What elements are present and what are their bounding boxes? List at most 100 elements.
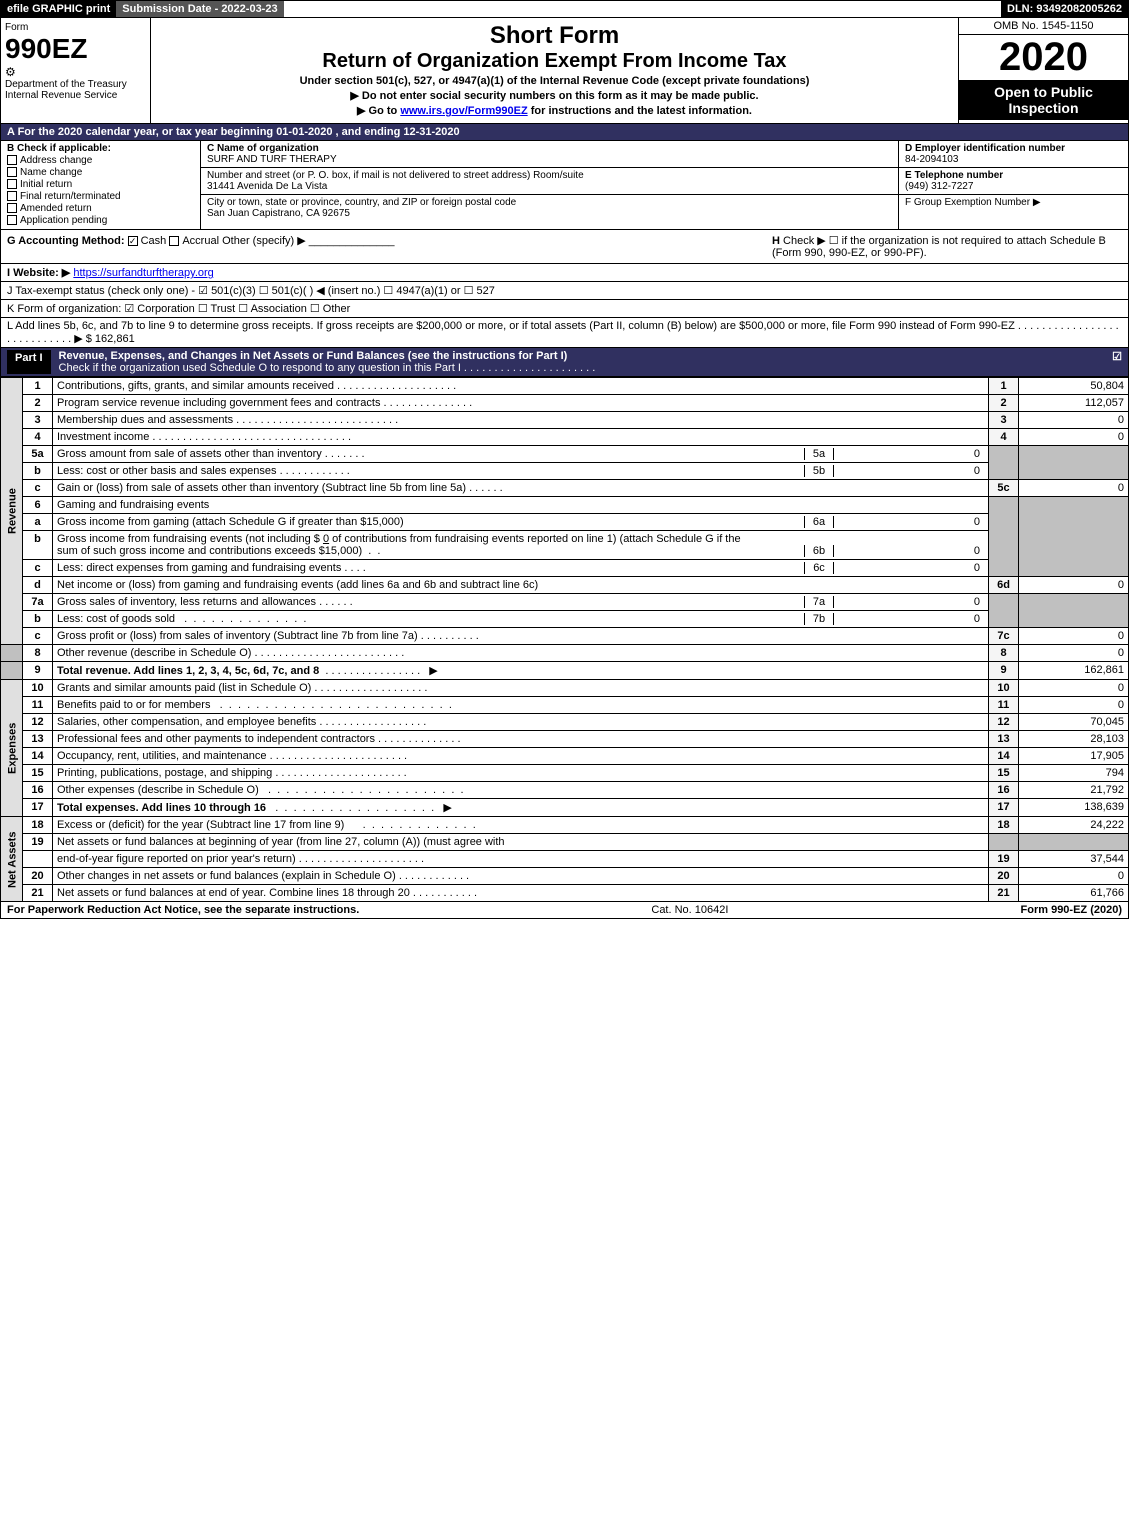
cb-amended[interactable]: Amended return <box>7 203 194 214</box>
cb-name-change[interactable]: Name change <box>7 167 194 178</box>
header-sub3: ▶ Go to www.irs.gov/Form990EZ for instru… <box>171 104 938 117</box>
amt-8: 0 <box>1019 645 1129 662</box>
desc-7b: Less: cost of goods sold . . . . . . . .… <box>53 611 989 628</box>
sub3-pre: ▶ Go to <box>357 105 400 117</box>
cb-initial-return[interactable]: Initial return <box>7 179 194 190</box>
desc-8: Other revenue (describe in Schedule O) .… <box>53 645 989 662</box>
col-b-header: B Check if applicable: <box>7 143 194 154</box>
part1-title: Revenue, Expenses, and Changes in Net As… <box>59 350 568 362</box>
header-right: OMB No. 1545-1150 2020 Open to Public In… <box>958 18 1128 123</box>
side-revenue: Revenue <box>1 378 23 645</box>
amt-2: 112,057 <box>1019 395 1129 412</box>
cb-address-change[interactable]: Address change <box>7 155 194 166</box>
col-b: B Check if applicable: Address change Na… <box>1 141 201 229</box>
row-k: K Form of organization: ☑ Corporation ☐ … <box>0 300 1129 318</box>
dept-label: Department of the Treasury <box>5 79 146 90</box>
part1-check: ☑ <box>1112 350 1122 374</box>
cb-final-return[interactable]: Final return/terminated <box>7 191 194 202</box>
desc-5b: Less: cost or other basis and sales expe… <box>53 463 989 480</box>
header-sub1: Under section 501(c), 527, or 4947(a)(1)… <box>171 75 938 87</box>
desc-5a: Gross amount from sale of assets other t… <box>53 446 989 463</box>
org-name: SURF AND TURF THERAPY <box>207 154 892 165</box>
ein: 84-2094103 <box>905 154 1122 165</box>
row-i: I Website: ▶ https://surfandturftherapy.… <box>0 264 1129 282</box>
col-def: D Employer identification number 84-2094… <box>898 141 1128 229</box>
website-link[interactable]: https://surfandturftherapy.org <box>73 267 213 279</box>
top-bar: efile GRAPHIC print Submission Date - 20… <box>0 0 1129 18</box>
org-city: San Juan Capistrano, CA 92675 <box>207 208 892 219</box>
desc-1: Contributions, gifts, grants, and simila… <box>53 378 989 395</box>
desc-4: Investment income . . . . . . . . . . . … <box>53 429 989 446</box>
ln-1: 1 <box>23 378 53 395</box>
desc-6a: Gross income from gaming (attach Schedul… <box>53 514 989 531</box>
desc-3: Membership dues and assessments . . . . … <box>53 412 989 429</box>
amt-18: 24,222 <box>1019 817 1129 834</box>
tax-year: 2020 <box>959 35 1128 80</box>
desc-5c: Gain or (loss) from sale of assets other… <box>53 480 989 497</box>
footer-left: For Paperwork Reduction Act Notice, see … <box>7 904 359 916</box>
f-label: F Group Exemption Number ▶ <box>905 197 1122 208</box>
c-city-label: City or town, state or province, country… <box>207 197 892 208</box>
desc-21: Net assets or fund balances at end of ye… <box>53 885 989 902</box>
part1-table: Revenue 1 Contributions, gifts, grants, … <box>0 377 1129 902</box>
irs-label: Internal Revenue Service <box>5 90 146 101</box>
dln-label: DLN: 93492082005262 <box>1001 1 1128 17</box>
desc-2: Program service revenue including govern… <box>53 395 989 412</box>
efile-label[interactable]: efile GRAPHIC print <box>1 1 116 17</box>
desc-19b: end-of-year figure reported on prior yea… <box>53 851 989 868</box>
org-street: 31441 Avenida De La Vista <box>207 181 892 192</box>
c-name-label: C Name of organization <box>207 143 892 154</box>
form-number: 990EZ <box>5 33 146 65</box>
header-left: Form 990EZ ⚙ Department of the Treasury … <box>1 18 151 123</box>
irs-link[interactable]: www.irs.gov/Form990EZ <box>400 105 527 117</box>
form-header: Form 990EZ ⚙ Department of the Treasury … <box>0 18 1129 124</box>
amt-15: 794 <box>1019 765 1129 782</box>
open-public: Open to Public Inspection <box>959 80 1128 120</box>
omb-number: OMB No. 1545-1150 <box>959 18 1128 35</box>
cb-pending[interactable]: Application pending <box>7 215 194 226</box>
form-label: Form <box>5 22 146 33</box>
phone: (949) 312-7227 <box>905 181 1122 192</box>
desc-17: Total expenses. Add lines 10 through 16 … <box>53 799 989 817</box>
desc-6b: Gross income from fundraising events (no… <box>53 531 989 560</box>
desc-6: Gaming and fundraising events <box>53 497 989 514</box>
row-l: L Add lines 5b, 6c, and 7b to line 9 to … <box>0 318 1129 348</box>
header-mid: Short Form Return of Organization Exempt… <box>151 18 958 123</box>
desc-7c: Gross profit or (loss) from sales of inv… <box>53 628 989 645</box>
desc-9: Total revenue. Add lines 1, 2, 3, 4, 5c,… <box>53 662 989 680</box>
desc-19a: Net assets or fund balances at beginning… <box>53 834 989 851</box>
box-1: 1 <box>989 378 1019 395</box>
amt-16: 21,792 <box>1019 782 1129 799</box>
desc-20: Other changes in net assets or fund bala… <box>53 868 989 885</box>
cb-accrual[interactable] <box>169 236 179 246</box>
part1-sub: Check if the organization used Schedule … <box>59 362 596 374</box>
row-gh: G Accounting Method: ✓Cash Accrual Other… <box>0 230 1129 264</box>
header-sub2: ▶ Do not enter social security numbers o… <box>171 89 938 102</box>
amt-3: 0 <box>1019 412 1129 429</box>
amt-7c: 0 <box>1019 628 1129 645</box>
amt-21: 61,766 <box>1019 885 1129 902</box>
desc-6d: Net income or (loss) from gaming and fun… <box>53 577 989 594</box>
block-bcdef: B Check if applicable: Address change Na… <box>0 141 1129 230</box>
part1-header: Part I Revenue, Expenses, and Changes in… <box>0 348 1129 377</box>
desc-18: Excess or (deficit) for the year (Subtra… <box>53 817 989 834</box>
amt-17: 138,639 <box>1019 799 1129 817</box>
footer: For Paperwork Reduction Act Notice, see … <box>0 902 1129 919</box>
desc-10: Grants and similar amounts paid (list in… <box>53 680 989 697</box>
col-c: C Name of organization SURF AND TURF THE… <box>201 141 898 229</box>
desc-14: Occupancy, rent, utilities, and maintena… <box>53 748 989 765</box>
desc-16: Other expenses (describe in Schedule O) … <box>53 782 989 799</box>
row-j: J Tax-exempt status (check only one) - ☑… <box>0 282 1129 300</box>
amt-6d: 0 <box>1019 577 1129 594</box>
amt-10: 0 <box>1019 680 1129 697</box>
amt-1: 50,804 <box>1019 378 1129 395</box>
desc-15: Printing, publications, postage, and shi… <box>53 765 989 782</box>
desc-7a: Gross sales of inventory, less returns a… <box>53 594 989 611</box>
amt-5c: 0 <box>1019 480 1129 497</box>
e-label: E Telephone number <box>905 170 1122 181</box>
footer-mid: Cat. No. 10642I <box>359 904 1020 916</box>
submission-date: Submission Date - 2022-03-23 <box>116 1 283 17</box>
desc-13: Professional fees and other payments to … <box>53 731 989 748</box>
cb-cash[interactable]: ✓ <box>128 236 138 246</box>
desc-12: Salaries, other compensation, and employ… <box>53 714 989 731</box>
